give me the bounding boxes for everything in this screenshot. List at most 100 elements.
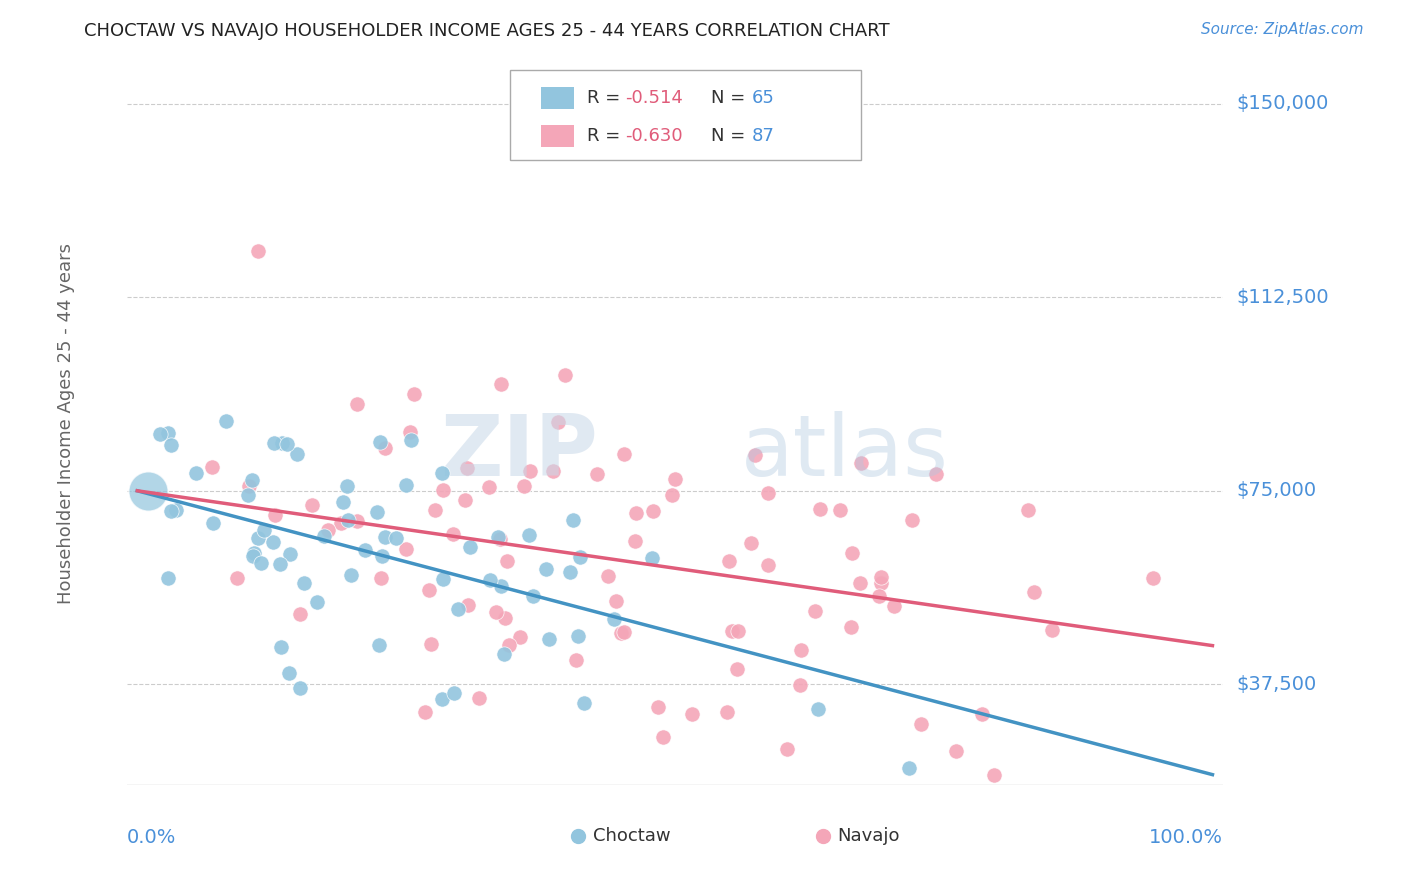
Point [536,562,558,576]
Point [250,556,273,570]
Point [569,549,592,564]
Point [547,415,569,429]
Point [242,549,264,563]
Point [432,483,454,497]
FancyBboxPatch shape [510,70,862,160]
Point [292,576,315,591]
Point [983,767,1005,781]
Point [664,472,686,486]
Text: ZIP: ZIP [440,411,598,494]
Text: 0.0%: 0.0% [127,829,176,847]
FancyBboxPatch shape [541,125,574,147]
Point [561,513,583,527]
Text: Choctaw: Choctaw [593,827,671,845]
Text: CHOCTAW VS NAVAJO HOUSEHOLDER INCOME AGES 25 - 44 YEARS CORRELATION CHART: CHOCTAW VS NAVAJO HOUSEHOLDER INCOME AGE… [84,22,890,40]
Point [354,543,377,558]
Point [404,387,426,401]
Point [574,696,596,710]
Point [368,435,391,450]
Point [647,700,669,714]
Point [945,744,967,758]
Point [366,505,388,519]
Text: $37,500: $37,500 [1236,675,1316,694]
Point [149,427,172,442]
Text: -0.514: -0.514 [626,89,683,107]
Text: R =: R = [588,127,626,145]
Point [541,464,564,478]
FancyBboxPatch shape [541,87,574,109]
Point [443,686,465,700]
Point [425,502,447,516]
Point [522,590,544,604]
Point [883,599,905,614]
Point [849,457,872,471]
Point [419,637,441,651]
Point [1024,584,1046,599]
Point [418,583,440,598]
Point [839,620,862,634]
Point [744,448,766,462]
Point [184,466,207,480]
Point [789,678,811,692]
Point [243,546,266,560]
Point [270,435,292,450]
Point [336,478,359,492]
Point [603,612,626,626]
Point [720,624,742,639]
Text: 65: 65 [752,89,775,107]
Point [252,523,274,537]
Point [641,550,664,565]
Point [808,501,831,516]
Point [841,546,863,560]
Point [395,478,418,492]
Point [830,503,852,517]
Point [868,589,890,603]
Point [269,557,291,571]
Point [486,530,509,544]
Point [214,414,236,428]
Point [238,479,260,493]
Point [415,705,437,719]
Point [374,441,396,455]
Point [901,513,924,527]
Point [447,602,470,616]
Point [278,547,301,561]
Point [910,717,932,731]
Point [370,571,392,585]
Point [807,701,830,715]
Point [346,397,368,411]
Point [263,436,285,450]
Text: Navajo: Navajo [837,827,900,845]
Text: N =: N = [711,127,751,145]
Text: Source: ZipAtlas.com: Source: ZipAtlas.com [1201,22,1364,37]
Point [288,681,311,696]
Point [305,595,328,609]
Point [270,640,292,654]
Point [368,638,391,652]
Point [1142,571,1164,585]
Point [489,377,512,392]
Point [160,438,183,452]
Point [371,549,394,564]
Point [479,573,502,587]
Point [725,662,748,676]
Point [157,571,180,585]
Point [790,643,813,657]
Point [554,368,576,383]
Point [494,611,516,625]
Point [537,632,560,646]
Point [564,653,586,667]
Point [346,514,368,528]
Point [560,565,582,579]
Point [247,531,270,545]
Point [652,730,675,744]
Point [519,464,541,478]
Text: R =: R = [588,89,626,107]
Point [374,530,396,544]
Point [394,542,416,557]
Point [567,629,589,643]
Point [870,570,893,584]
Point [264,508,287,523]
Point [432,572,454,586]
Text: 87: 87 [752,127,775,145]
